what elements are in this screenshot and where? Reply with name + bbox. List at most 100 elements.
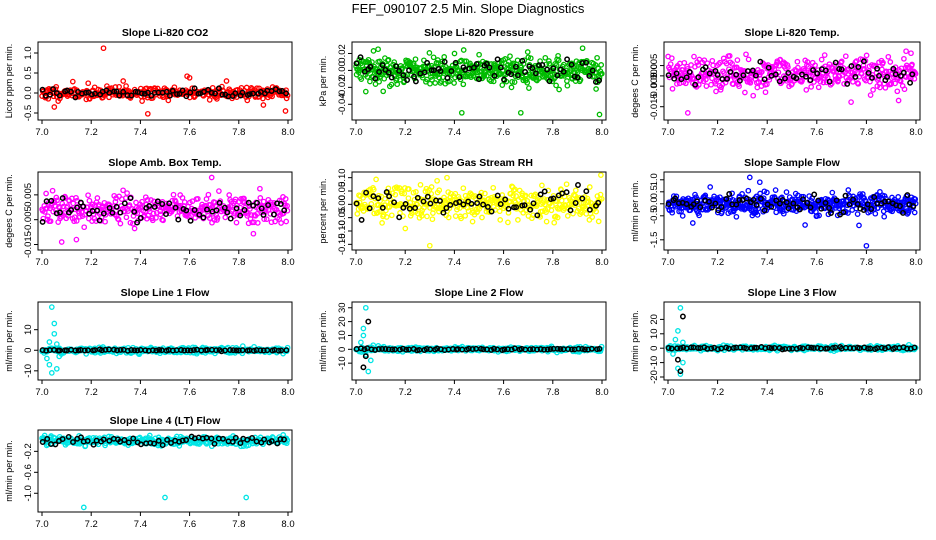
data-point (703, 76, 709, 83)
highlight-point (213, 347, 220, 354)
x-tick-label: 8.0 (909, 257, 922, 268)
highlight-point (187, 217, 194, 224)
data-point (148, 197, 154, 203)
highlight-point (840, 209, 847, 216)
data-point (284, 207, 291, 214)
data-point (426, 50, 433, 56)
highlight-point (677, 368, 684, 375)
highlight-point (712, 200, 719, 207)
data-point (750, 92, 757, 99)
data-point (373, 176, 379, 183)
highlight-point (695, 345, 702, 351)
highlight-point (106, 89, 113, 96)
highlight-point (848, 63, 855, 70)
data-point (451, 80, 457, 86)
data-point (870, 87, 876, 93)
data-point (522, 192, 529, 199)
highlight-point (502, 196, 509, 203)
highlight-point (460, 201, 467, 208)
highlight-point (113, 88, 120, 95)
data-point (816, 212, 822, 219)
plot-frame (663, 171, 921, 251)
data-point (426, 242, 433, 249)
data-point (247, 206, 253, 212)
highlight-point (519, 202, 526, 209)
highlight-point (241, 207, 248, 213)
highlight-point (567, 207, 574, 214)
highlight-point (860, 58, 867, 65)
data-point (903, 48, 909, 55)
highlight-point (665, 345, 672, 351)
data-point (808, 84, 815, 90)
highlight-point (530, 200, 537, 207)
highlight-point (512, 63, 519, 70)
highlight-point (497, 201, 504, 208)
highlight-point (797, 344, 803, 351)
highlight-point (372, 75, 379, 82)
highlight-point (668, 345, 675, 352)
data-point (444, 174, 450, 181)
highlight-point (579, 195, 586, 202)
data-point (47, 218, 54, 225)
panel-title: Slope Line 3 Flow (748, 287, 838, 299)
data-point (260, 102, 267, 108)
data-point (257, 195, 264, 201)
highlight-point (554, 345, 561, 352)
highlight-point (382, 346, 389, 352)
data-point (558, 197, 565, 204)
data-point (560, 61, 567, 68)
data-point (496, 208, 503, 215)
data-point (131, 225, 138, 232)
data-point (85, 192, 91, 199)
highlight-point (544, 346, 551, 353)
data-point (223, 78, 230, 84)
highlight-point (749, 67, 756, 74)
data-point (513, 193, 519, 199)
highlight-point (383, 189, 390, 196)
panel-title: Slope Line 2 Flow (435, 287, 525, 299)
highlight-point (826, 205, 833, 211)
highlight-point (539, 62, 546, 68)
x-tick-label: 7.4 (761, 257, 774, 268)
highlight-point (219, 91, 226, 98)
highlight-point (357, 54, 364, 61)
y-tick-label: -0.015 (649, 93, 660, 120)
data-point (848, 99, 854, 105)
data-point (468, 203, 474, 210)
y-tick-label: -10 (23, 364, 34, 378)
highlight-point (379, 345, 386, 352)
highlight-point (706, 198, 712, 205)
highlight-point (361, 68, 368, 75)
x-tick-label: 7.2 (711, 257, 724, 268)
data-point (772, 187, 779, 193)
highlight-point (232, 434, 239, 441)
y-tick-label: -10 (649, 356, 660, 370)
highlight-point (850, 196, 856, 203)
data-point (429, 76, 435, 83)
y-tick-label: 1.0 (23, 46, 34, 59)
highlight-point (385, 346, 392, 353)
data-point (901, 86, 908, 93)
data-point (555, 57, 562, 64)
y-tick-label: 0.00 (337, 195, 348, 214)
y-tick-label: -10 (337, 356, 348, 370)
data-point (417, 181, 424, 188)
highlight-point (233, 205, 240, 212)
highlight-point (878, 344, 885, 351)
data-point (434, 177, 440, 184)
highlight-point (522, 69, 529, 75)
data-point (812, 62, 818, 69)
data-point (542, 54, 549, 61)
highlight-point (706, 70, 713, 77)
highlight-point (733, 201, 740, 208)
y-tick-label: 0.00 (337, 61, 348, 80)
points-layer (353, 304, 605, 375)
highlight-point (155, 437, 162, 444)
x-tick-label: 7.8 (232, 519, 245, 530)
data-point (551, 71, 558, 78)
data-point (695, 62, 702, 68)
data-point (144, 197, 151, 203)
data-point (144, 110, 151, 117)
data-point (713, 88, 719, 95)
highlight-point (865, 69, 872, 76)
